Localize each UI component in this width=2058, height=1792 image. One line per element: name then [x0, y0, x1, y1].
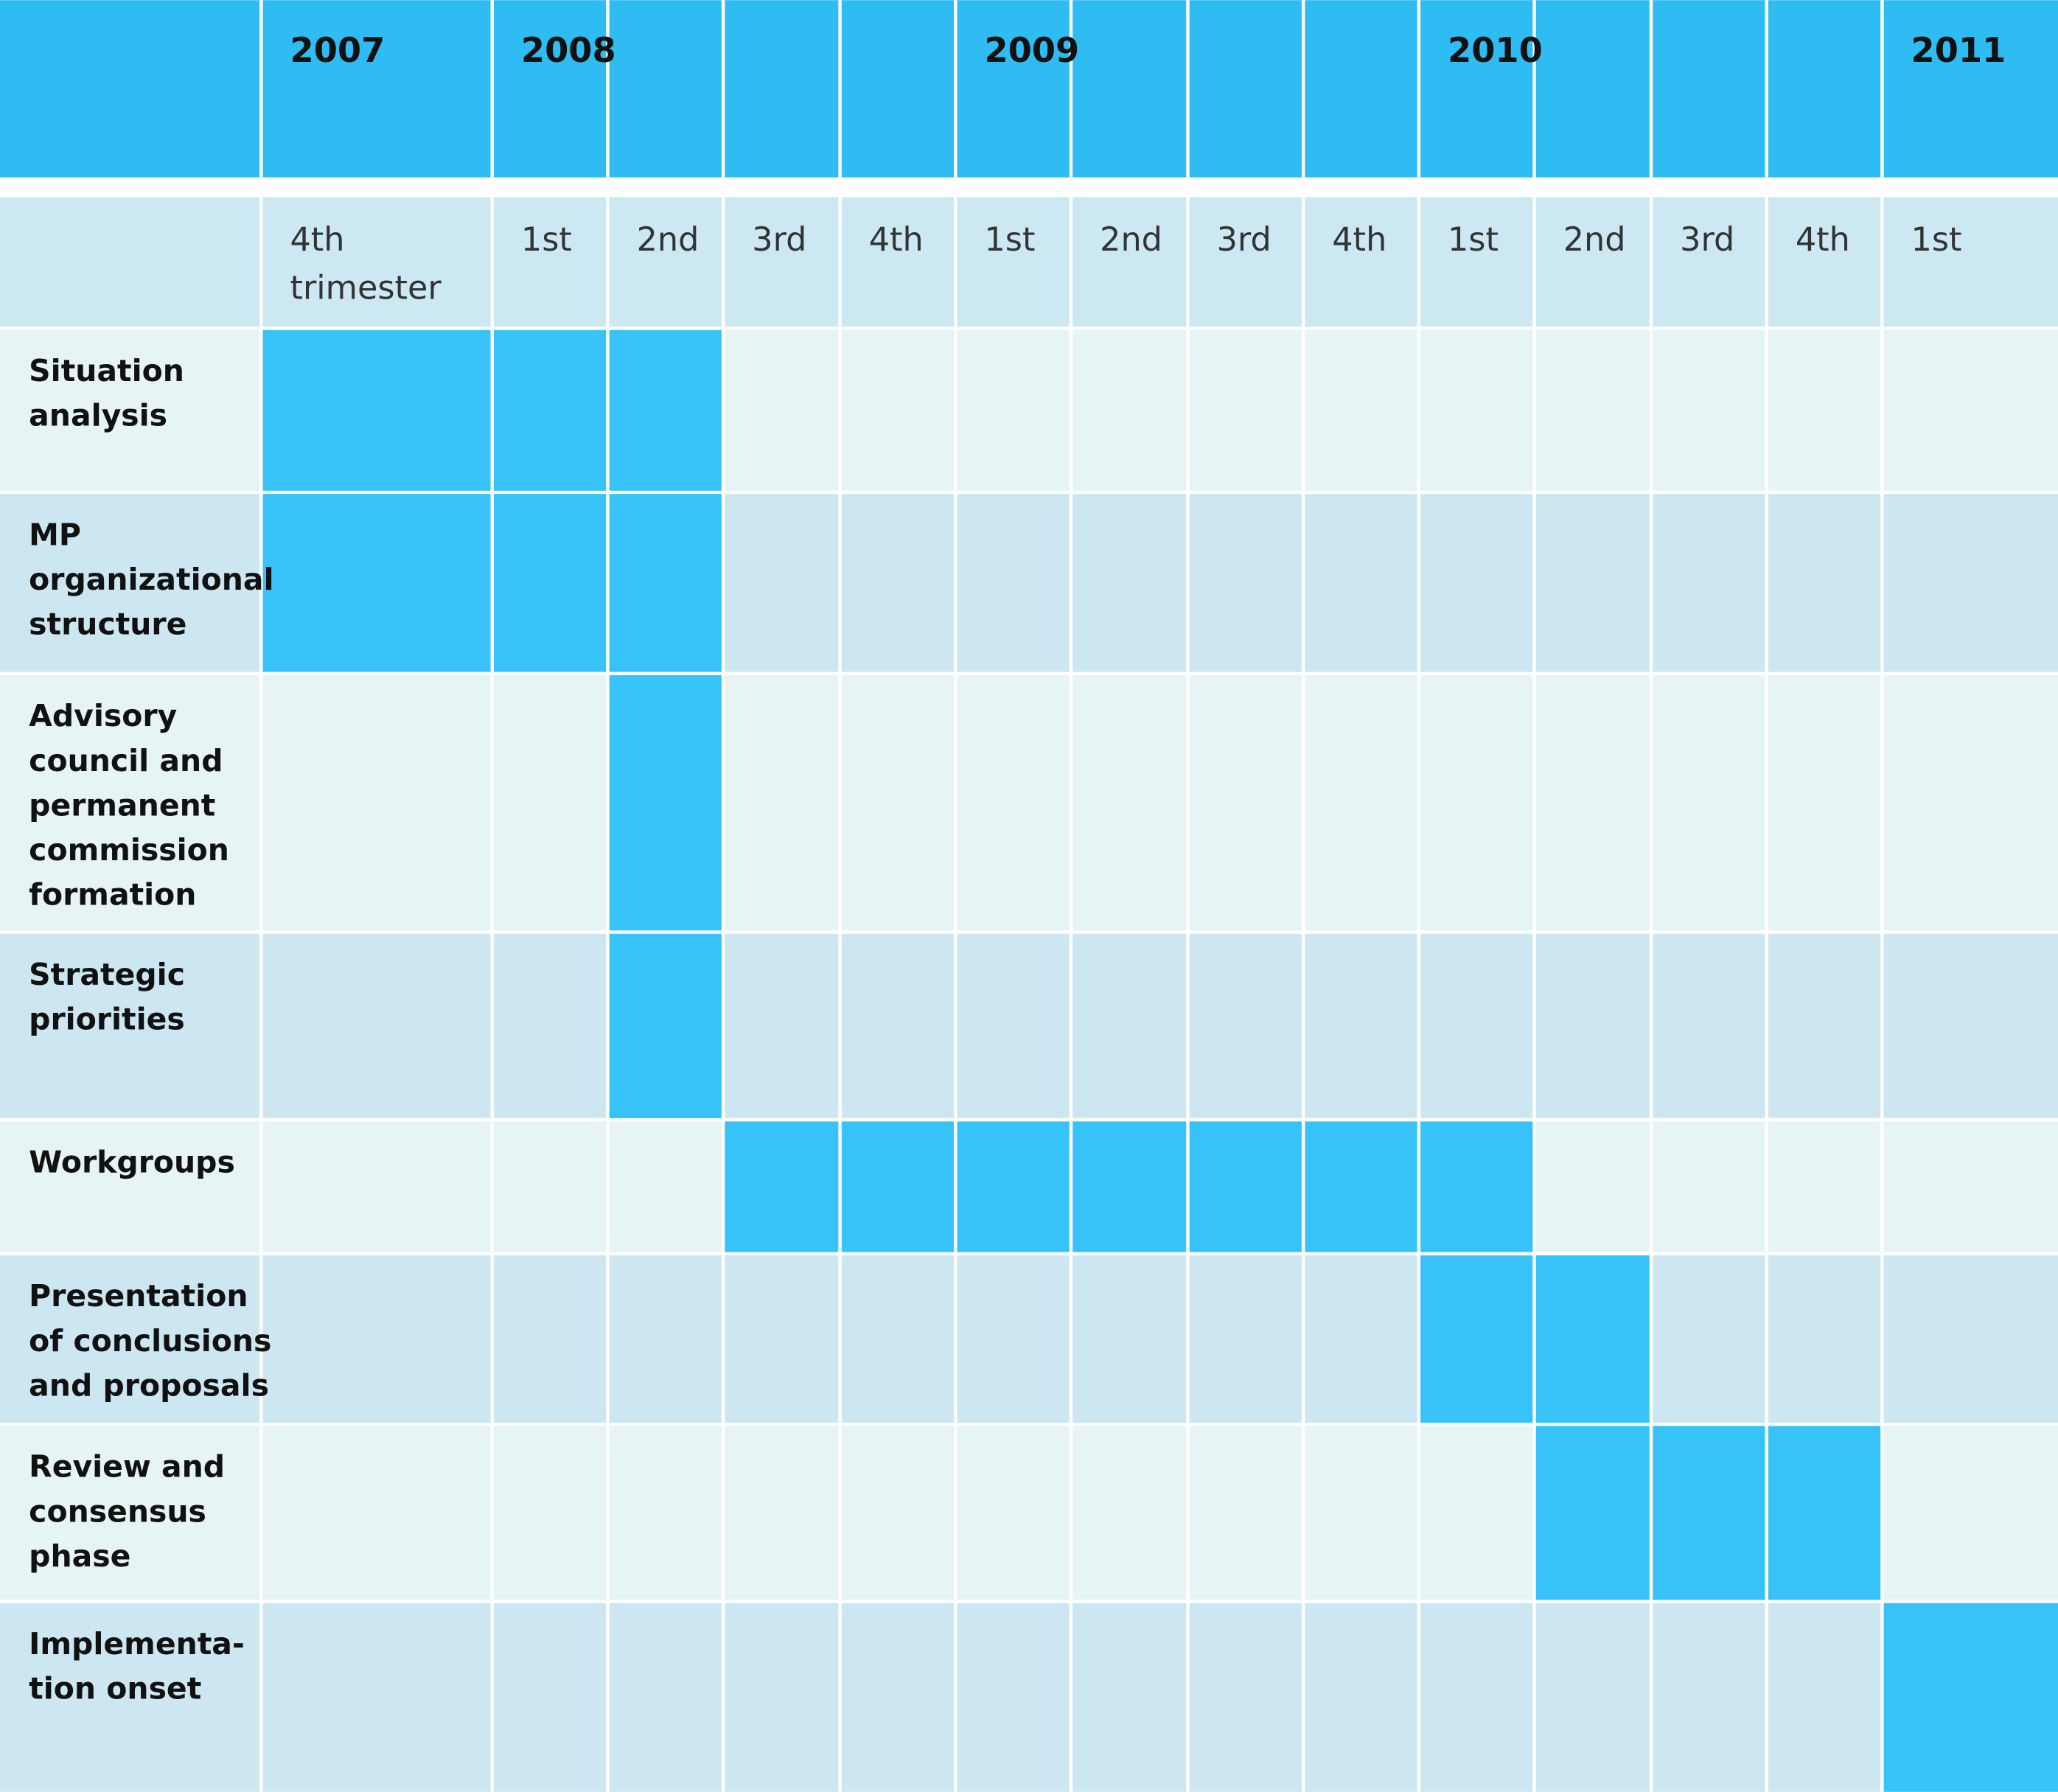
year-label: 2008 [521, 30, 616, 70]
quarter-label: 4th [290, 221, 345, 259]
task-label: Presentation [29, 1278, 248, 1314]
task-label: tion onset [29, 1671, 201, 1706]
task-bar [1882, 1603, 2058, 1792]
task-row-bg [0, 673, 2058, 932]
quarter-label: 1st [1911, 221, 1962, 259]
quarter-label: 3rd [752, 221, 806, 259]
task-label: Review and [29, 1449, 225, 1485]
task-row-bg [0, 932, 2058, 1120]
task-label: priorities [29, 1002, 185, 1037]
task-bar [607, 933, 724, 1120]
task-label: and proposals [29, 1367, 269, 1403]
task-row-bg [0, 1601, 2058, 1792]
quarter-label: 2nd [637, 221, 700, 259]
task-label: Advisory [29, 698, 177, 733]
task-label: consensus [29, 1493, 206, 1529]
task-label: permanent [29, 787, 215, 823]
quarter-label: 4th [1796, 221, 1850, 259]
quarter-label: 1st [521, 221, 572, 259]
quarter-label: 3rd [1680, 221, 1734, 259]
task-label: council and [29, 743, 223, 778]
task-bar [1534, 1425, 1883, 1602]
quarter-label: 4th [869, 221, 924, 259]
task-bar [607, 674, 724, 932]
task-label: organizational [29, 562, 273, 597]
task-label: of conclusions [29, 1323, 271, 1359]
task-label: Workgroups [29, 1145, 235, 1180]
task-label: analysis [29, 397, 167, 433]
quarter-label: 1st [1448, 221, 1499, 259]
quarter-label: 3rd [1217, 221, 1272, 259]
quarter-label: 2nd [1563, 221, 1626, 259]
task-label: Strategic [29, 957, 185, 992]
quarter-label: 1st [984, 221, 1035, 259]
task-label: phase [29, 1538, 130, 1574]
task-label: structure [29, 607, 186, 642]
quarter-label: 4th [1332, 221, 1386, 259]
quarter-label: trimester [290, 270, 442, 307]
year-label: 2010 [1448, 30, 1543, 70]
task-label: Situation [29, 353, 184, 388]
task-row-bg [0, 1253, 2058, 1425]
task-label: formation [29, 876, 196, 912]
year-header-bg [0, 0, 2058, 178]
quarter-header-bg [0, 197, 2058, 329]
year-label: 2009 [984, 30, 1079, 70]
task-label: commission [29, 832, 229, 868]
task-bar [723, 1120, 1535, 1254]
year-label: 2007 [290, 30, 386, 70]
task-label: Implementa- [29, 1626, 245, 1662]
task-label: MP [29, 517, 81, 553]
year-label: 2011 [1911, 30, 2006, 70]
quarter-label: 2nd [1100, 221, 1162, 259]
